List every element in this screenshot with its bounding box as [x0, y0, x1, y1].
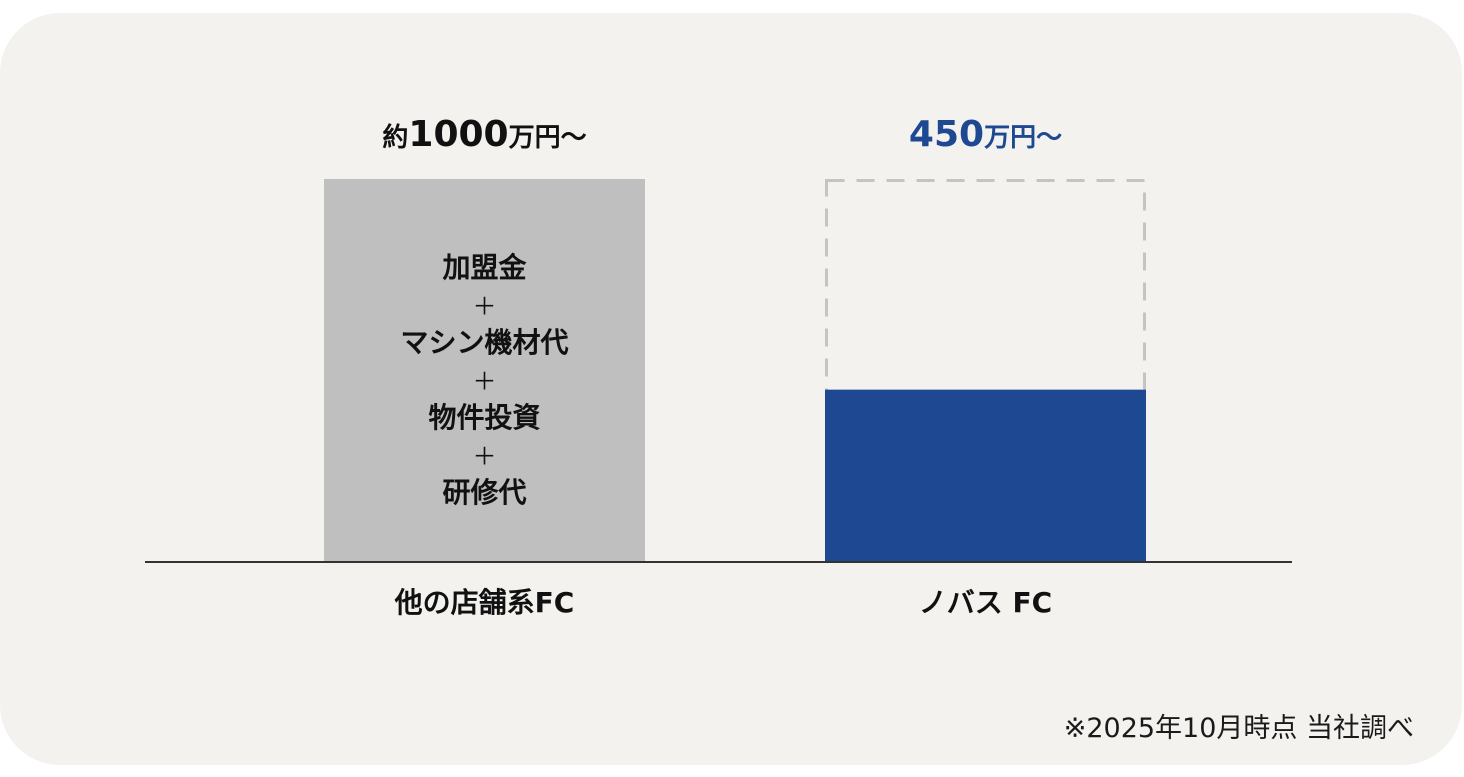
bar-inner-plus: ＋	[473, 293, 497, 321]
bar-inner-plus: ＋	[473, 443, 497, 471]
footnote: ※2025年10月時点 当社調べ	[1063, 713, 1414, 744]
category-label-novas-fc: ノバス FC	[919, 586, 1052, 619]
bar-inner-item: 加盟金	[442, 251, 527, 284]
bar-inner-plus: ＋	[473, 368, 497, 396]
bar-inner-item: 研修代	[442, 476, 526, 509]
chart-card	[0, 13, 1462, 765]
value-label-novas-fc: 450万円〜	[909, 114, 1062, 155]
value-label-other-fc: 約1000万円〜	[382, 114, 586, 155]
bar-other-fc	[324, 179, 645, 562]
bar-inner-item: マシン機材代	[400, 326, 568, 359]
bar-novas-fc	[825, 389, 1146, 562]
category-label-other-fc: 他の店舗系FC	[394, 586, 575, 619]
bar-inner-item: 物件投資	[428, 401, 540, 434]
